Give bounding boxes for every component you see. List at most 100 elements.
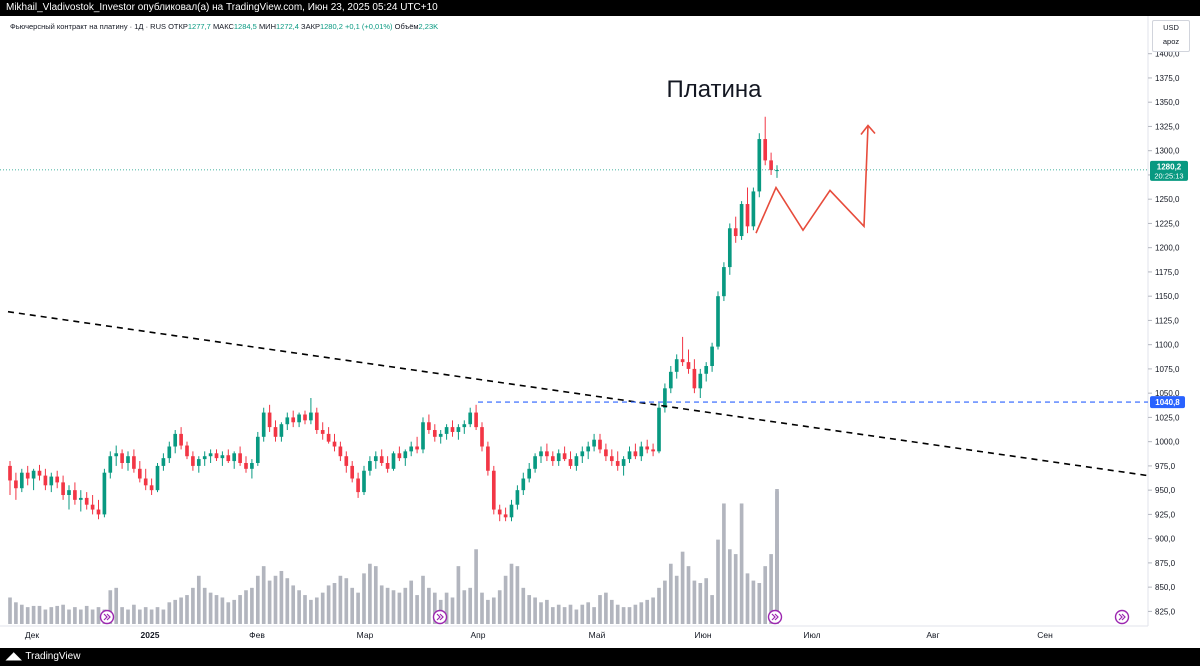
candle-body xyxy=(733,228,738,237)
event-marker-icon[interactable] xyxy=(767,609,783,625)
candle-body xyxy=(385,462,390,469)
candle-body xyxy=(149,485,154,491)
candle-body xyxy=(651,449,655,452)
volume-bar xyxy=(155,607,160,624)
volume-bar xyxy=(49,607,54,624)
candle-body xyxy=(775,170,779,172)
candle-body xyxy=(338,446,343,457)
volume-bar xyxy=(539,602,543,624)
dashed-trendline[interactable] xyxy=(7,310,1149,477)
candle-body xyxy=(722,267,726,297)
candle-body xyxy=(763,139,768,161)
candle-body xyxy=(143,478,148,486)
volume-bar xyxy=(450,597,455,624)
candles xyxy=(8,116,779,522)
candle-body xyxy=(462,424,467,428)
x-tick-label: Фев xyxy=(249,630,265,640)
candle-body xyxy=(645,446,650,450)
candle-body xyxy=(444,427,449,434)
candle-body xyxy=(120,453,124,463)
candle-body xyxy=(527,468,532,479)
volume-bar xyxy=(309,599,313,624)
change-value: +0,1 (+0,01%) xyxy=(345,22,393,31)
candle-body xyxy=(208,453,213,457)
candle-body xyxy=(226,455,231,462)
high-value: 1284,5 xyxy=(233,22,257,31)
volume-bar xyxy=(480,592,484,624)
candle-body xyxy=(409,446,414,452)
candle-body xyxy=(556,453,561,462)
candle-body xyxy=(545,451,549,457)
scale-mode-label: apoz xyxy=(1162,37,1180,46)
volume-bar xyxy=(503,575,508,624)
volume-bar xyxy=(574,609,579,624)
volume-bar xyxy=(226,602,231,624)
time-axis[interactable]: Дек 2025 Фев Мар Апр Май Июн Июл Авг Сен xyxy=(25,630,1053,640)
candle-body xyxy=(598,439,602,450)
candle-body xyxy=(550,456,555,462)
volume-bar xyxy=(409,580,414,624)
low-label: МИН xyxy=(258,22,276,31)
candle-body xyxy=(96,509,101,515)
close-value: 1280,2 xyxy=(319,22,343,31)
candle-body xyxy=(132,456,136,469)
volume-bar xyxy=(214,595,219,624)
candle-body xyxy=(114,453,119,457)
y-tick-label: 1175,0 xyxy=(1155,268,1179,277)
forecast-path[interactable] xyxy=(755,125,869,234)
volume-bar xyxy=(108,590,113,624)
volume-bar xyxy=(444,592,449,624)
volume-bar xyxy=(769,554,773,624)
y-tick-label: 1325,0 xyxy=(1155,122,1180,131)
volume-bar xyxy=(663,580,667,624)
y-tick-label: 1050,0 xyxy=(1155,389,1180,398)
candle-body xyxy=(368,461,372,471)
volume-bar xyxy=(668,563,673,624)
price-axis[interactable]: 825,0 850,0 875,0 900,0 925,0 950,0 975,0 1000,… xyxy=(1148,50,1180,617)
candle-body xyxy=(627,451,632,460)
open-label: ОТКР xyxy=(168,22,188,31)
x-tick-label: Июл xyxy=(803,630,820,640)
x-tick-label: Авг xyxy=(926,630,939,640)
candle-body xyxy=(745,204,750,227)
volume-bar xyxy=(692,580,697,624)
volume-bar xyxy=(716,539,720,624)
volume-bar xyxy=(568,604,573,624)
volume-bar xyxy=(279,570,284,624)
price-chart[interactable]: 825,0 850,0 875,0 900,0 925,0 950,0 975,0 1000,… xyxy=(0,16,1200,648)
y-tick-label: 825,0 xyxy=(1155,607,1176,616)
unit-selector[interactable]: USD apoz xyxy=(1152,20,1190,52)
volume-bar xyxy=(8,597,12,624)
candle-body xyxy=(67,490,71,496)
volume-bar xyxy=(191,587,195,624)
candle-body xyxy=(668,371,673,389)
y-tick-label: 875,0 xyxy=(1155,559,1176,568)
candle-body xyxy=(31,470,36,479)
volume-bar xyxy=(31,605,36,624)
volume-bar xyxy=(515,566,520,624)
volume-bar xyxy=(114,587,119,624)
volume-bar xyxy=(710,595,714,624)
volume-bar xyxy=(627,607,632,624)
volume-bar xyxy=(303,595,307,624)
chart-title: Платина xyxy=(666,76,762,103)
candle-body xyxy=(78,497,83,500)
volume-bar xyxy=(432,592,437,624)
volume-bar xyxy=(137,609,142,624)
event-icons[interactable] xyxy=(99,609,1130,625)
candle-body xyxy=(438,433,443,437)
volume-bar xyxy=(285,578,290,624)
volume-bar xyxy=(143,607,148,624)
event-marker-icon[interactable] xyxy=(1114,609,1130,625)
candle-body xyxy=(173,433,178,447)
symbol-legend: Фьючерсный контракт на платину · 1Д · RU… xyxy=(10,22,438,31)
y-tick-label: 1250,0 xyxy=(1155,195,1180,204)
event-marker-icon[interactable] xyxy=(99,609,115,625)
candle-body xyxy=(397,453,402,459)
event-marker-icon[interactable] xyxy=(432,609,448,625)
candle-body xyxy=(73,490,77,500)
volume-bar xyxy=(462,590,467,624)
y-tick-label: 1025,0 xyxy=(1155,413,1180,422)
volume-bar xyxy=(220,597,225,624)
candle-body xyxy=(704,366,709,374)
